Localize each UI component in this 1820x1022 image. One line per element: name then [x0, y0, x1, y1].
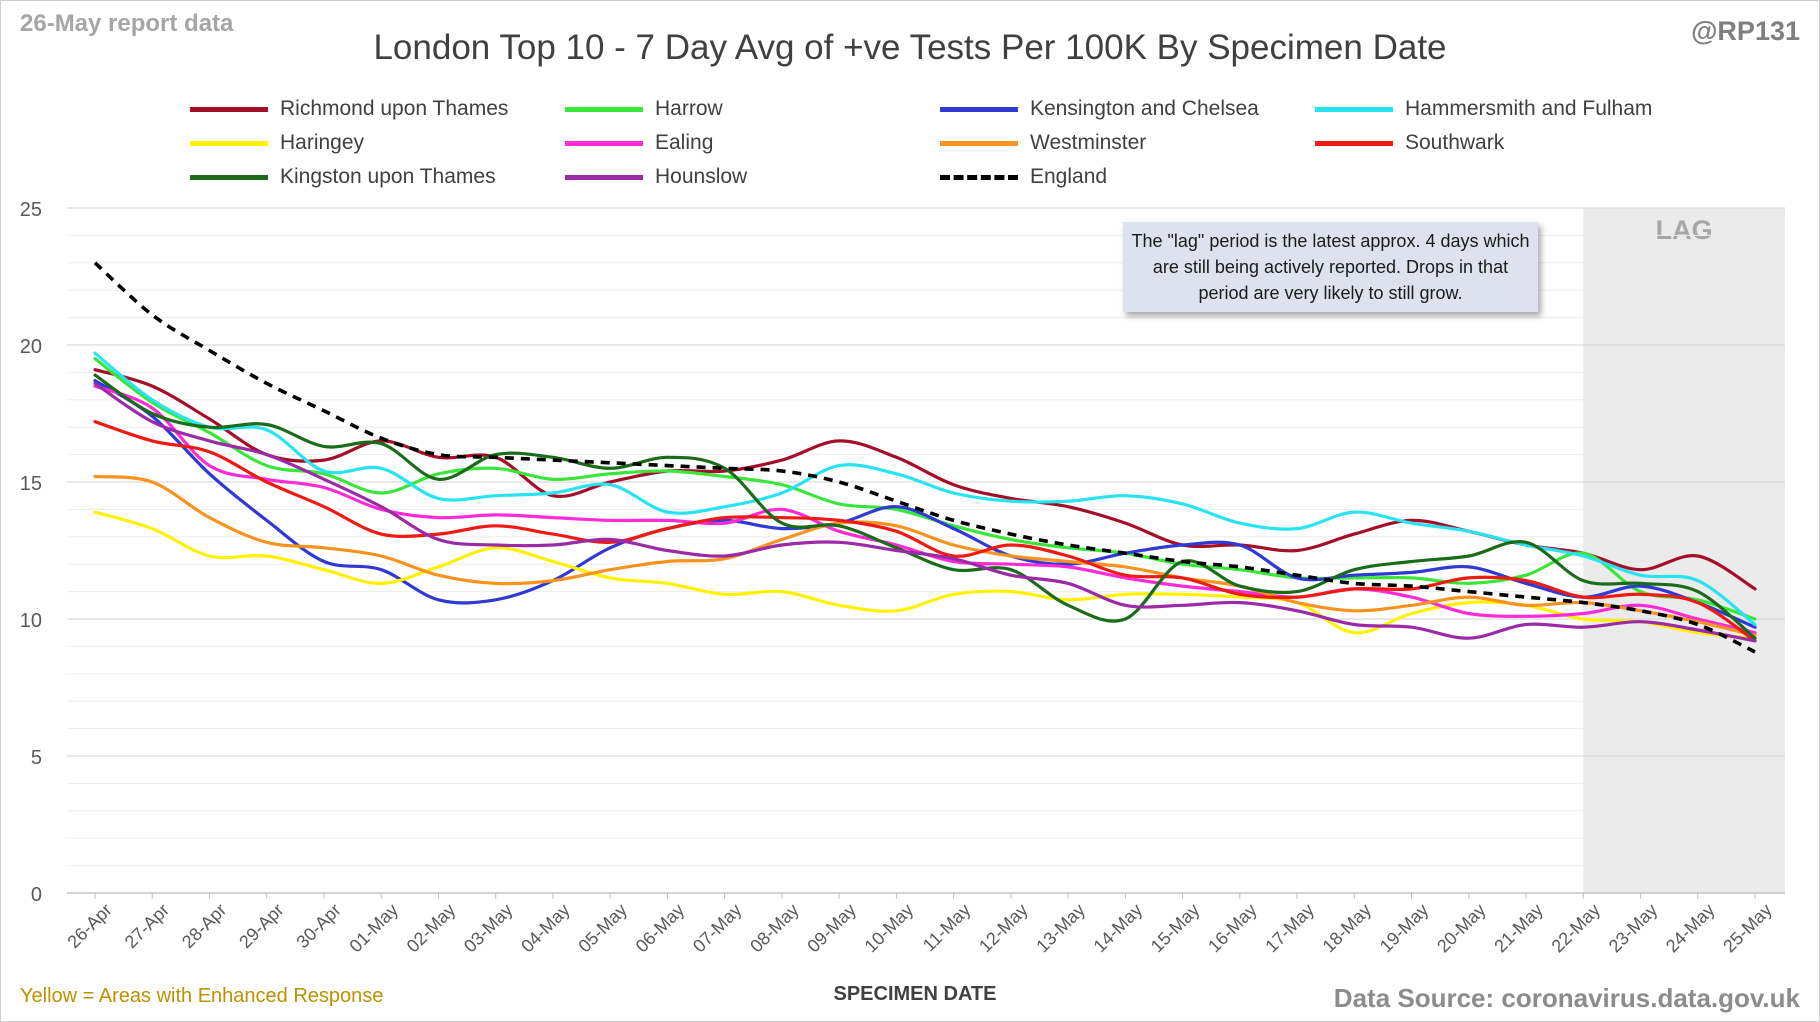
x-axis-ticks: 26-Apr 27-Apr 28-Apr 29-Apr 30-Apr 01-May 02-M…	[63, 893, 1776, 957]
x-tick-label: 11-May	[919, 900, 975, 956]
legend-label: Harrow	[655, 97, 723, 120]
y-tick-label: 25	[20, 199, 42, 221]
legend-label: Richmond upon Thames	[280, 97, 509, 120]
series-line-harrow	[93, 357, 1757, 621]
series-line-kensington-and-chelsea	[93, 379, 1757, 629]
series-line-hammersmith-and-fulham	[93, 351, 1757, 627]
series-line-southwark	[93, 420, 1757, 643]
x-tick-label: 26-Apr	[63, 900, 115, 952]
x-tick-label: 29-Apr	[235, 900, 287, 952]
legend-item: Hammersmith and Fulham	[1315, 92, 1652, 126]
legend-label: Haringey	[280, 131, 365, 154]
legend-label: Southwark	[1405, 131, 1505, 154]
legend-item: Southwark	[1315, 126, 1504, 160]
series-line-ealing	[93, 384, 1757, 635]
legend-swatch	[940, 106, 1018, 112]
x-tick-label: 27-Apr	[121, 900, 173, 952]
x-tick-label: 06-May	[632, 900, 689, 957]
legend-item: Harrow	[565, 92, 723, 126]
x-tick-label: 09-May	[803, 900, 860, 957]
x-tick-label: 21-May	[1490, 900, 1547, 957]
x-tick-label: 25-May	[1719, 900, 1776, 957]
legend-label: Ealing	[655, 131, 714, 154]
legend: Richmond upon Thames Harrow Kensington and…	[190, 92, 1690, 202]
lag-band	[1583, 208, 1785, 893]
legend-item: Haringey	[190, 126, 364, 160]
x-tick-label: 15-May	[1147, 900, 1204, 957]
legend-label: England	[1030, 165, 1108, 188]
legend-swatch	[1315, 140, 1393, 146]
legend-item: Westminster	[940, 126, 1146, 160]
y-tick-label: 0	[31, 884, 42, 906]
legend-swatch	[565, 106, 643, 112]
x-tick-label: 12-May	[975, 900, 1032, 957]
x-tick-label: 22-May	[1548, 900, 1605, 957]
legend-swatch	[565, 174, 643, 180]
chart-title: London Top 10 - 7 Day Avg of +ve Tests P…	[373, 28, 1447, 67]
y-tick-label: 5	[31, 747, 42, 769]
data-source-note: Data Source: coronavirus.data.gov.uk	[1333, 983, 1800, 1013]
legend-label: Westminster	[1030, 131, 1147, 154]
y-axis-ticks: 0 5 10 15 20 25	[20, 199, 42, 906]
legend-item: Hounslow	[565, 160, 747, 194]
x-tick-label: 10-May	[861, 900, 918, 957]
x-tick-label: 28-Apr	[178, 900, 230, 952]
x-tick-label: 23-May	[1605, 900, 1662, 957]
x-axis-title: SPECIMEN DATE	[833, 983, 997, 1005]
series-lines	[93, 261, 1757, 654]
report-date-label: 26-May report data	[20, 10, 234, 37]
legend-swatch	[940, 174, 1018, 180]
y-tick-label: 10	[20, 610, 42, 632]
legend-swatch	[190, 140, 268, 146]
x-tick-label: 13-May	[1032, 900, 1089, 957]
legend-item: Ealing	[565, 126, 713, 160]
lag-label: LAG	[1656, 215, 1713, 245]
x-tick-label: 04-May	[517, 900, 574, 957]
x-tick-label: 08-May	[746, 900, 803, 957]
x-tick-label: 07-May	[689, 900, 746, 957]
legend-item: Kingston upon Thames	[190, 160, 496, 194]
legend-item: Richmond upon Thames	[190, 92, 508, 126]
legend-swatch	[190, 174, 268, 180]
legend-swatch	[565, 140, 643, 146]
series-line-richmond-upon-thames	[93, 368, 1757, 591]
x-tick-label: 24-May	[1662, 900, 1719, 957]
legend-label: Hammersmith and Fulham	[1405, 97, 1653, 120]
gridlines	[67, 207, 1785, 894]
x-tick-label: 20-May	[1433, 900, 1490, 957]
legend-item: Kensington and Chelsea	[940, 92, 1259, 126]
legend-swatch	[190, 106, 268, 112]
lag-note: The "lag" period is the latest approx. 4…	[1123, 222, 1538, 312]
series-line-england	[93, 261, 1756, 654]
author-handle: @RP131	[1691, 16, 1800, 46]
legend-label: Hounslow	[655, 165, 748, 188]
x-tick-label: 19-May	[1376, 900, 1433, 957]
x-tick-label: 03-May	[460, 900, 517, 957]
x-tick-label: 05-May	[574, 900, 631, 957]
x-tick-label: 18-May	[1319, 900, 1376, 957]
x-tick-label: 17-May	[1261, 900, 1318, 957]
x-tick-label: 02-May	[403, 900, 460, 957]
x-tick-label: 16-May	[1204, 900, 1261, 957]
series-line-kingston-upon-thames	[93, 373, 1757, 640]
x-tick-label: 01-May	[345, 900, 402, 957]
enhanced-response-footnote: Yellow = Areas with Enhanced Response	[20, 985, 384, 1007]
legend-swatch	[1315, 106, 1393, 112]
legend-swatch	[940, 140, 1018, 146]
y-tick-label: 20	[20, 336, 42, 358]
legend-item: England	[940, 160, 1107, 194]
x-tick-label: 14-May	[1090, 900, 1147, 957]
x-tick-label: 30-Apr	[292, 900, 344, 952]
series-line-westminster	[93, 474, 1757, 637]
legend-label: Kensington and Chelsea	[1030, 97, 1259, 120]
series-line-haringey	[93, 510, 1757, 640]
legend-label: Kingston upon Thames	[280, 165, 496, 188]
series-line-hounslow	[93, 381, 1757, 643]
y-tick-label: 15	[20, 473, 42, 495]
